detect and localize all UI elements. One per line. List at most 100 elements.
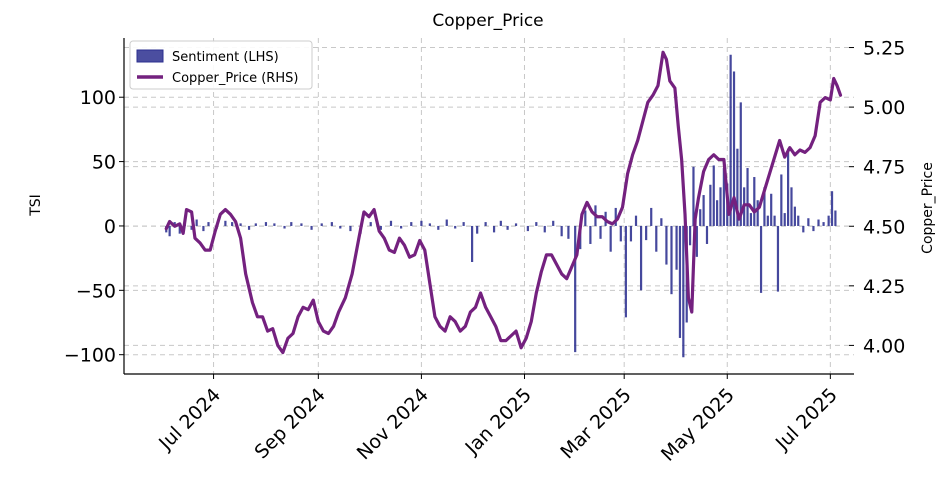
sentiment-bar-15: [264, 222, 268, 226]
sentiment-bar-8: [207, 222, 210, 226]
sentiment-bar-105: [793, 206, 796, 226]
sentiment-bar-36: [462, 222, 465, 226]
y-right-tick-label-2: 4.75: [863, 157, 905, 179]
sentiment-bar-55: [599, 225, 602, 239]
sentiment-bar-80: [709, 184, 712, 226]
sentiment-bar-84: [722, 168, 725, 226]
sentiment-bar-46: [543, 225, 546, 233]
sentiment-bar-70: [675, 225, 678, 270]
sentiment-bar-39: [484, 222, 487, 226]
sentiment-bar-35: [454, 225, 457, 229]
sentiment-bar-100: [776, 225, 780, 292]
sentiment-bar-48: [560, 225, 563, 237]
y-right-tick-label-4: 4.25: [863, 276, 905, 298]
y-axis-right-label: Copper_Price: [920, 162, 936, 254]
sentiment-bar-21: [320, 223, 323, 226]
sentiment-bar-101: [780, 174, 783, 226]
sentiment-bar-75: [692, 166, 695, 226]
x-tick-label-0: Jul 2024: [154, 384, 225, 455]
sentiment-bar-22: [330, 222, 333, 226]
y-right-tick-label-3: 4.50: [863, 216, 905, 238]
sentiment-bar-88: [736, 148, 739, 226]
sentiment-bar-19: [300, 223, 303, 226]
sentiment-bar-82: [716, 200, 719, 226]
x-tick-label-1: Sep 2024: [251, 384, 330, 463]
sentiment-bar-111: [822, 222, 825, 226]
x-tick-label-2: Nov 2024: [353, 384, 433, 464]
sentiment-bar-61: [629, 225, 633, 242]
sentiment-bar-79: [705, 225, 709, 244]
sentiment-bar-104: [790, 187, 793, 226]
sentiment-bar-3: [178, 225, 181, 234]
sentiment-bar-65: [650, 207, 653, 226]
legend: Sentiment (LHS) Copper_Price (RHS): [129, 40, 313, 90]
sentiment-bar-95: [759, 225, 763, 293]
sentiment-bar-114: [834, 210, 837, 226]
sentiment-bar-1: [168, 225, 171, 237]
sentiment-bar-20: [310, 225, 313, 230]
sentiment-bar-26: [369, 222, 372, 226]
sentiment-bar-103: [787, 148, 790, 226]
sentiment-bar-81: [712, 165, 715, 226]
sentiment-bar-109: [812, 225, 815, 232]
sentiment-bar-28: [389, 220, 393, 226]
y-right-tick-label-1: 5.00: [863, 97, 905, 119]
sentiment-bar-63: [639, 225, 643, 291]
sentiment-bar-113: [830, 191, 834, 226]
sentiment-bar-14: [254, 223, 257, 226]
sentiment-bar-27: [379, 225, 382, 230]
sentiment-bar-32: [428, 223, 431, 226]
y-left-tick-label-1: 50: [92, 152, 116, 174]
sentiment-bar-34: [445, 219, 448, 226]
sentiment-bar-17: [283, 225, 286, 229]
sentiment-bar-10: [224, 220, 227, 226]
sentiment-bar-86: [729, 54, 732, 226]
sentiment-bar-43: [514, 223, 518, 226]
sentiment-bar-59: [619, 225, 622, 242]
sentiment-bar-16: [273, 223, 276, 226]
sentiment-bar-87: [732, 71, 736, 226]
legend-box: [129, 40, 313, 90]
sentiment-bar-5: [190, 225, 193, 230]
sentiment-bar-98: [770, 193, 773, 226]
sentiment-bar-41: [499, 220, 502, 226]
sentiment-bar-71: [678, 225, 682, 338]
sentiment-bar-18: [290, 222, 293, 226]
sentiment-bar-64: [645, 225, 648, 241]
sentiment-bar-77: [699, 209, 702, 226]
sentiment-bar-96: [763, 187, 766, 226]
sentiment-bar-74: [688, 225, 692, 246]
legend-sentiment-swatch: [136, 49, 164, 63]
sentiment-bar-66: [655, 225, 658, 252]
y-left-tick-label-0: 100: [80, 87, 116, 109]
sentiment-bar-7: [202, 225, 205, 232]
sentiment-bar-60: [624, 225, 627, 318]
sentiment-bar-45: [535, 222, 538, 226]
sentiment-bar-57: [609, 225, 612, 252]
y-right-tick-label-0: 5.25: [863, 38, 905, 60]
sentiment-bar-106: [797, 215, 800, 226]
sentiment-bar-11: [231, 222, 234, 226]
sentiment-bar-6: [195, 219, 198, 226]
x-tick-label-5: May 2025: [657, 384, 739, 466]
sentiment-bar-93: [753, 177, 756, 226]
sentiment-bar-112: [827, 215, 830, 226]
y-left-tick-label-3: −50: [76, 280, 116, 302]
sentiment-bar-68: [665, 225, 668, 265]
sentiment-bar-23: [339, 225, 342, 229]
sentiment-bar-76: [695, 225, 698, 257]
chart-title: Copper_Price: [432, 11, 543, 31]
sentiment-bar-12: [239, 223, 242, 226]
sentiment-bar-31: [420, 220, 423, 226]
sentiment-bar-42: [506, 225, 509, 230]
sentiment-bar-37: [471, 225, 474, 262]
legend-copper-label: Copper_Price (RHS): [172, 71, 298, 86]
sentiment-bar-72: [682, 225, 685, 358]
sentiment-bar-94: [756, 200, 759, 226]
sentiment-bar-91: [746, 168, 749, 226]
sentiment-bar-78: [702, 195, 705, 226]
sentiment-bar-89: [739, 102, 742, 226]
sentiment-bar-107: [802, 225, 805, 233]
sentiment-bar-47: [552, 220, 555, 226]
sentiment-bar-83: [719, 187, 722, 226]
